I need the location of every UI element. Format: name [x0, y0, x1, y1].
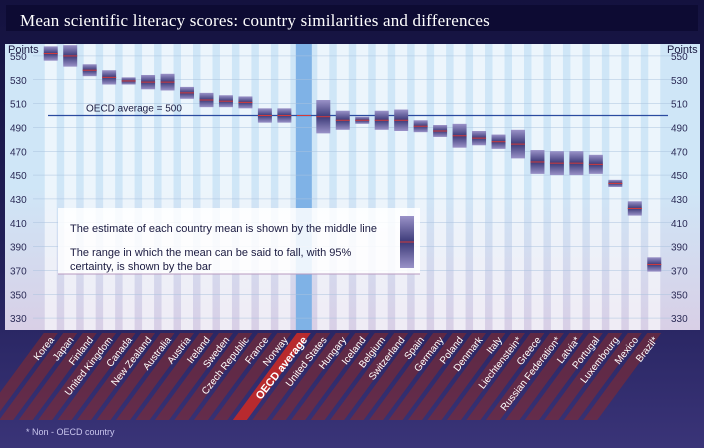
- country-column: [336, 44, 349, 330]
- category-band: [38, 333, 117, 420]
- legend-box: [58, 208, 420, 274]
- title-bar: Mean scientific literacy scores: country…: [6, 5, 698, 31]
- country-column: [570, 44, 583, 330]
- y-tick-label-right: 370: [671, 266, 688, 277]
- category-band: [252, 333, 331, 420]
- y-tick-label-right: 470: [671, 147, 688, 158]
- country-column: [628, 44, 641, 330]
- category-band: [271, 333, 350, 420]
- y-axis-label-right: Points: [667, 44, 698, 56]
- footnote: * Non - OECD country: [26, 427, 115, 437]
- country-column: [434, 44, 447, 330]
- y-tick-label-right: 550: [671, 52, 688, 63]
- y-tick-label-left: 430: [10, 195, 27, 206]
- category-band: [310, 333, 389, 420]
- category-band: [408, 333, 487, 420]
- category-band: [505, 333, 584, 420]
- category-band: [0, 333, 58, 412]
- legend-text: The range in which the mean can be said …: [70, 247, 351, 259]
- y-tick-label-right: 530: [671, 76, 688, 87]
- oecd-average-label: OECD average = 500: [86, 104, 182, 115]
- y-axis-label-left: Points: [8, 44, 39, 56]
- country-column: [356, 44, 369, 330]
- category-band: [96, 333, 175, 420]
- category-band: [213, 333, 292, 420]
- category-band: [0, 333, 78, 420]
- category-band: [291, 333, 370, 420]
- category-band: [154, 333, 233, 420]
- country-column: [278, 44, 291, 330]
- category-band: [174, 333, 253, 420]
- country-column: [64, 44, 77, 330]
- category-band: [135, 333, 214, 420]
- y-tick-label-right: 410: [671, 219, 688, 230]
- category-band: [427, 333, 506, 420]
- country-column: [414, 44, 427, 330]
- category-band: [544, 333, 623, 420]
- category-band: [57, 333, 136, 420]
- category-band: [563, 333, 642, 420]
- country-column: [239, 44, 252, 330]
- country-column: [122, 44, 135, 330]
- y-tick-label-left: 450: [10, 171, 27, 182]
- country-column: [375, 44, 388, 330]
- category-band: [524, 333, 603, 420]
- country-column: [492, 44, 505, 330]
- legend-text: certainty, is shown by the bar: [70, 261, 212, 273]
- country-column: [589, 44, 602, 330]
- category-band: [349, 333, 428, 420]
- category-band: [193, 333, 272, 420]
- category-band: [77, 333, 156, 420]
- category-band: [583, 333, 662, 420]
- y-tick-label-left: 530: [10, 76, 27, 87]
- legend-text: The estimate of each country mean is sho…: [70, 223, 377, 235]
- y-tick-label-left: 410: [10, 219, 27, 230]
- category-band: [466, 333, 545, 420]
- category-band: [485, 333, 564, 420]
- y-tick-label-right: 510: [671, 100, 688, 111]
- y-tick-label-right: 430: [671, 195, 688, 206]
- oecd-column: [295, 44, 312, 330]
- country-column: [103, 44, 116, 330]
- country-column: [200, 44, 213, 330]
- y-tick-label-left: 470: [10, 147, 27, 158]
- y-tick-label-left: 550: [10, 52, 27, 63]
- y-tick-label-right: 330: [671, 314, 688, 325]
- country-column: [511, 44, 524, 330]
- y-tick-label-right: 390: [671, 243, 688, 254]
- country-column: [550, 44, 563, 330]
- category-band: [388, 333, 467, 420]
- category-band: [116, 333, 195, 420]
- y-tick-label-right: 350: [671, 290, 688, 301]
- y-tick-label-left: 370: [10, 266, 27, 277]
- country-column: [473, 44, 486, 330]
- category-band: [330, 333, 409, 420]
- category-band: [232, 333, 311, 420]
- y-tick-label-right: 450: [671, 171, 688, 182]
- y-tick-label-left: 390: [10, 243, 27, 254]
- country-column: [219, 44, 232, 330]
- y-tick-label-right: 490: [671, 123, 688, 134]
- category-band: [369, 333, 448, 420]
- category-band: [18, 333, 97, 420]
- country-column: [317, 44, 330, 330]
- country-column: [258, 44, 271, 330]
- y-tick-label-left: 510: [10, 100, 27, 111]
- y-tick-label-left: 490: [10, 123, 27, 134]
- country-column: [44, 44, 57, 330]
- category-band: [446, 333, 525, 420]
- country-column: [648, 44, 661, 330]
- chart-title: Mean scientific literacy scores: country…: [20, 11, 490, 30]
- country-column: [531, 44, 544, 330]
- y-tick-label-left: 330: [10, 314, 27, 325]
- country-column: [453, 44, 466, 330]
- country-column: [83, 44, 96, 330]
- y-tick-label-left: 350: [10, 290, 27, 301]
- country-column: [395, 44, 408, 330]
